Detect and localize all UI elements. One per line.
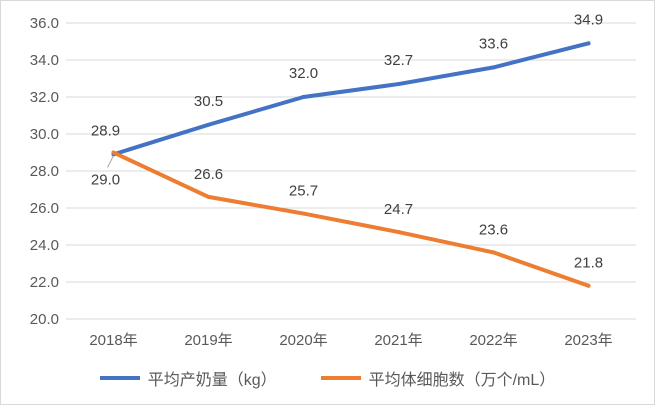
data-point xyxy=(206,122,211,127)
data-label: 23.6 xyxy=(479,221,508,238)
data-label: 25.7 xyxy=(289,183,318,200)
legend: 平均产奶量（kg） 平均体细胞数（万个/mL） xyxy=(1,363,654,393)
y-tick-label: 24.0 xyxy=(30,237,59,254)
data-point xyxy=(396,230,401,235)
data-point xyxy=(491,65,496,70)
data-point xyxy=(586,41,591,46)
line-chart: 20.0 22.0 24.0 26.0 28.0 30.0 32.0 34.0 36.0 201… xyxy=(30,11,636,349)
data-label: 28.9 xyxy=(91,122,120,139)
data-point xyxy=(206,194,211,199)
data-label: 24.7 xyxy=(384,201,413,218)
y-tick-label: 32.0 xyxy=(30,89,59,106)
series-lines xyxy=(111,41,591,288)
legend-item-somatic-cell: 平均体细胞数（万个/mL） xyxy=(320,366,556,390)
legend-item-milk-yield: 平均产奶量（kg） xyxy=(99,366,277,390)
y-tick-label: 30.0 xyxy=(30,126,59,143)
series-line-0 xyxy=(111,41,591,157)
data-labels: 28.9 30.5 32.0 32.7 33.6 34.9 29.0 26.6 25.7 24.7… xyxy=(91,11,603,271)
legend-swatch-milk-yield xyxy=(99,376,140,380)
x-tick-label: 2022年 xyxy=(469,332,517,349)
legend-label-somatic-cell: 平均体细胞数（万个/mL） xyxy=(368,372,556,389)
data-point xyxy=(111,150,116,155)
y-tick-label: 34.0 xyxy=(30,52,59,69)
data-point xyxy=(301,95,306,99)
data-label: 34.9 xyxy=(574,11,603,28)
data-point xyxy=(396,82,401,87)
data-label: 32.0 xyxy=(289,65,318,82)
legend-swatch-somatic-cell xyxy=(320,376,361,380)
x-tick-label: 2023年 xyxy=(564,332,612,349)
data-label: 32.7 xyxy=(384,52,413,69)
x-axis-ticks: 2018年 2019年 2020年 2021年 2022年 2023年 xyxy=(89,332,612,349)
x-tick-label: 2020年 xyxy=(279,332,327,349)
data-label: 30.5 xyxy=(194,93,223,110)
data-label: 29.0 xyxy=(91,172,120,189)
y-tick-label: 22.0 xyxy=(30,274,59,291)
x-tick-label: 2018年 xyxy=(89,332,137,349)
y-axis-ticks: 20.0 22.0 24.0 26.0 28.0 30.0 32.0 34.0 36.0 xyxy=(30,15,59,328)
y-tick-label: 20.0 xyxy=(30,311,59,328)
legend-label-milk-yield: 平均产奶量（kg） xyxy=(147,372,277,389)
gridlines xyxy=(66,22,636,320)
data-point xyxy=(491,250,496,255)
data-point xyxy=(586,283,591,288)
x-tick-label: 2021年 xyxy=(374,332,422,349)
data-label: 21.8 xyxy=(574,255,603,272)
data-point xyxy=(301,211,306,216)
y-tick-label: 28.0 xyxy=(30,163,59,180)
data-label: 26.6 xyxy=(194,166,223,183)
label-leader-line xyxy=(107,155,114,168)
x-tick-label: 2019年 xyxy=(184,332,232,349)
y-tick-label: 26.0 xyxy=(30,200,59,217)
y-tick-label: 36.0 xyxy=(30,15,59,32)
series-line-1 xyxy=(111,150,591,288)
data-label: 33.6 xyxy=(479,35,508,52)
